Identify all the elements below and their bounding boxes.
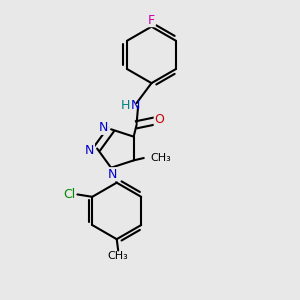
Text: CH₃: CH₃ [151, 153, 171, 163]
Text: H: H [121, 99, 130, 112]
Text: CH₃: CH₃ [108, 251, 129, 261]
Text: N: N [85, 143, 94, 157]
Text: N: N [108, 168, 117, 181]
Text: Cl: Cl [63, 188, 75, 201]
Text: F: F [148, 14, 155, 27]
Text: N: N [99, 121, 108, 134]
Text: N: N [130, 99, 140, 112]
Text: O: O [154, 113, 164, 127]
